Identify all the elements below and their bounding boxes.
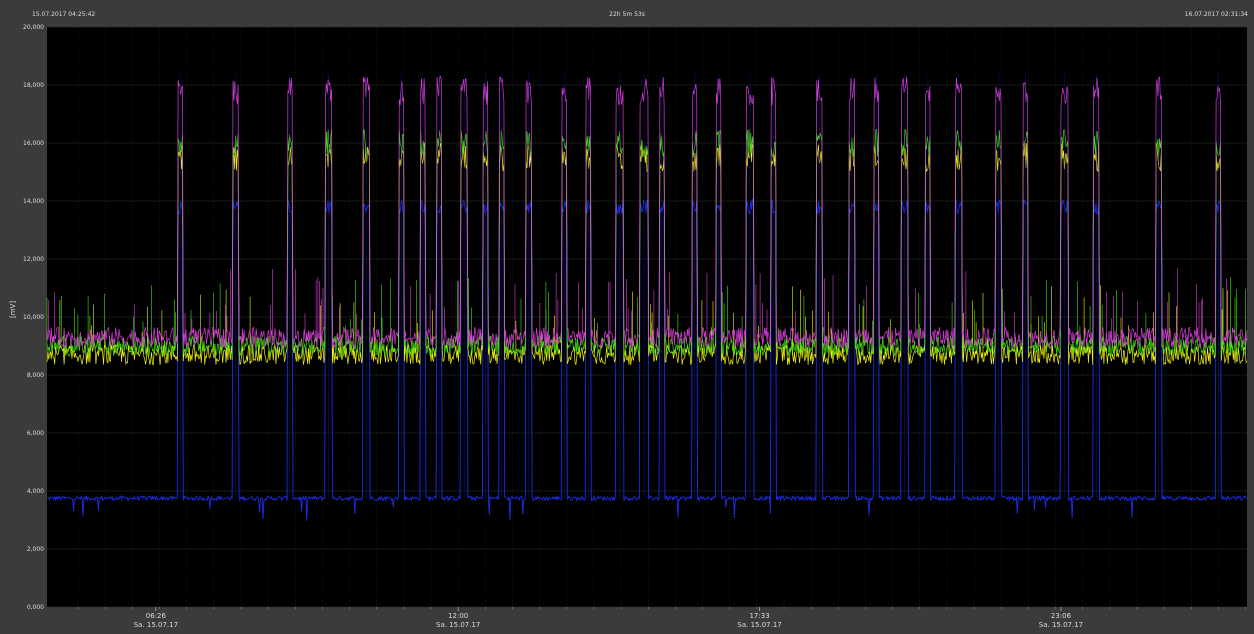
y-tick-label: 16,000 [23, 140, 44, 147]
series-line-yellow [46, 143, 1248, 366]
y-tick-label: 14,000 [23, 198, 44, 205]
chart-header-bar: 15.07.2017 04:25:42 22h 5m 53s 16.07.201… [0, 0, 1254, 24]
start-timestamp: 15.07.2017 04:25:42 [32, 11, 96, 18]
x-tick-time: 23:06 [1051, 612, 1072, 620]
x-tick-date: Sa. 15.07.17 [737, 621, 781, 629]
y-tick-label: 8,000 [27, 372, 44, 379]
grid-lines [47, 26, 1247, 608]
series-group [46, 73, 1248, 521]
y-axis-ticks: 0,000 2,000 4,000 6,000 8,000 10,000 12,000 14,… [23, 24, 44, 611]
x-tick-date: Sa. 15.07.17 [134, 621, 178, 629]
y-tick-label: 18,000 [23, 82, 44, 89]
y-tick-label: 4,000 [27, 488, 44, 495]
y-tick-label: 20,000 [23, 24, 44, 31]
series-line-magenta [46, 75, 1248, 349]
y-tick-label: 12,000 [23, 256, 44, 263]
x-tick-time: 12:00 [448, 612, 468, 620]
y-tick-label: 6,000 [27, 430, 44, 437]
y-tick-label: 10,000 [23, 314, 44, 321]
y-tick-label: 0,000 [27, 604, 44, 611]
x-tick-time: 17:33 [749, 612, 769, 620]
series-line-blue [46, 198, 1248, 521]
end-timestamp: 16.07.2017 02:31:34 [1184, 11, 1248, 18]
x-tick-time: 06:26 [146, 612, 167, 620]
x-tick-date: Sa. 15.07.17 [436, 621, 480, 629]
y-tick-label: 2,000 [27, 546, 44, 553]
duration-label: 22h 5m 53s [609, 11, 645, 18]
series-spikes-magenta [48, 268, 1227, 348]
series-spikes-green [46, 277, 1246, 356]
x-tick-date: Sa. 15.07.17 [1039, 621, 1083, 629]
series-line-green [46, 129, 1248, 357]
